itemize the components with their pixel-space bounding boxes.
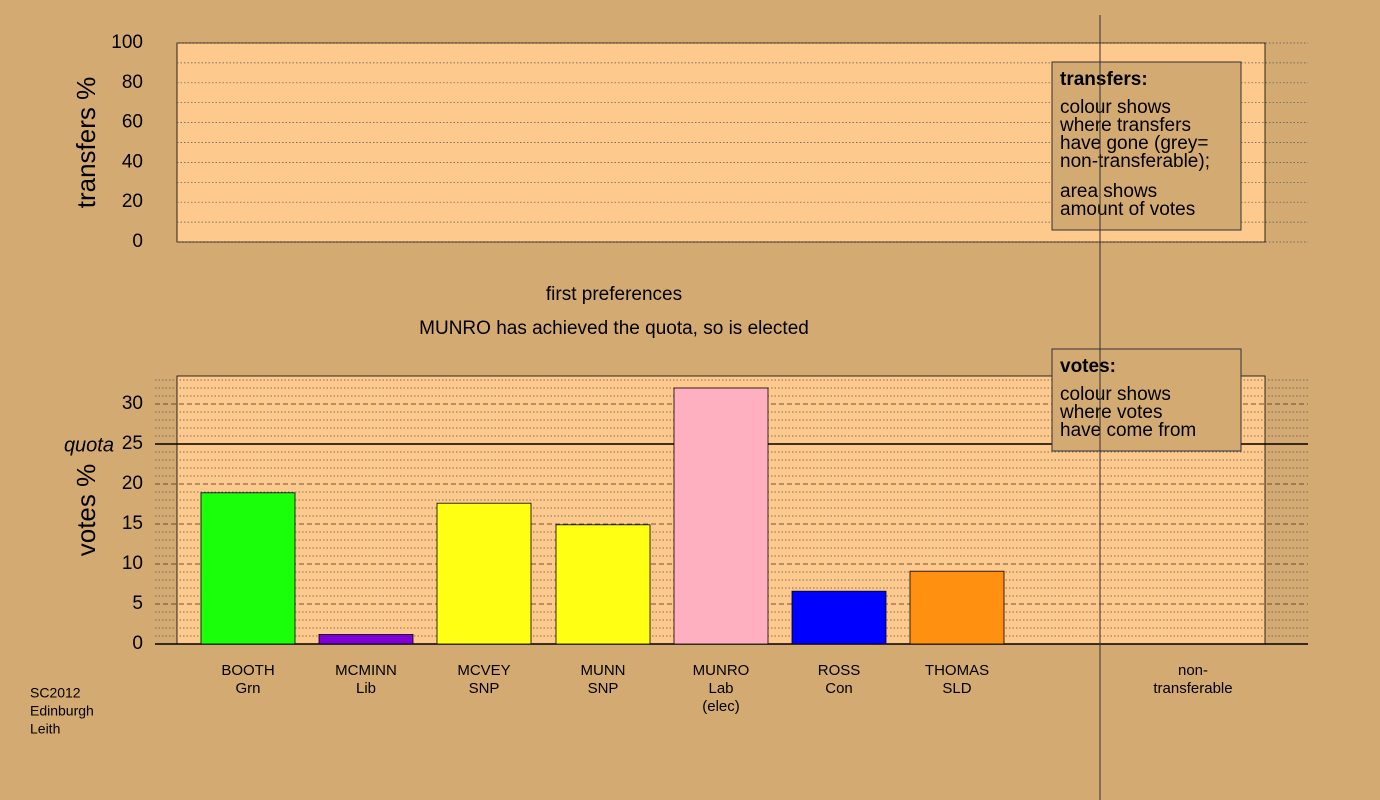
footer-text: Leith (30, 721, 60, 737)
x-tick-label: Lab (708, 680, 733, 697)
legend-text: area shows (1060, 181, 1157, 202)
x-tick-label: transferable (1153, 680, 1232, 697)
footer-text: Edinburgh (30, 703, 94, 719)
x-tick-label: ROSS (818, 662, 861, 679)
legend-text: amount of votes (1060, 199, 1195, 220)
x-tick-label: MCMINN (335, 662, 397, 679)
bar (436, 502, 532, 645)
legend-heading: transfers: (1060, 69, 1148, 90)
legend-text: have gone (grey= (1060, 133, 1208, 154)
quota-label: quota (64, 434, 114, 456)
legend-text: where votes (1059, 402, 1162, 423)
bar (909, 570, 1005, 645)
bar (318, 634, 414, 645)
x-tick-label: non- (1178, 662, 1208, 679)
x-tick-label: MUNN (581, 662, 626, 679)
y-tick-label: 100 (111, 32, 143, 53)
legend-text: non-transferable); (1060, 151, 1210, 172)
legend-text: where transfers (1059, 115, 1191, 136)
y-tick-label: 25 (122, 433, 143, 454)
legend-box (1051, 348, 1242, 452)
x-tick-label: Con (825, 680, 853, 697)
y-tick-label: 20 (122, 473, 143, 494)
y-tick-label: 80 (122, 72, 143, 93)
y-tick-label: 60 (122, 112, 143, 133)
y-tick-label: 15 (122, 513, 143, 534)
x-tick-label: MCVEY (457, 662, 510, 679)
footer-text: SC2012 (30, 685, 81, 701)
x-tick-label: SNP (588, 680, 619, 697)
y-axis-label: transfers % (71, 77, 101, 209)
y-tick-label: 0 (132, 231, 143, 252)
x-tick-label: MUNRO (693, 662, 750, 679)
chart-subtitle: MUNRO has achieved the quota, so is elec… (419, 318, 809, 339)
bar (200, 492, 296, 645)
bar (673, 387, 769, 645)
y-tick-label: 5 (132, 593, 143, 614)
y-tick-label: 30 (122, 393, 143, 414)
legend-text: colour shows (1060, 384, 1171, 405)
x-tick-label: BOOTH (221, 662, 274, 679)
y-tick-label: 0 (132, 633, 143, 654)
chart-title: first preferences (546, 284, 682, 305)
x-tick-label: THOMAS (925, 662, 989, 679)
bar (555, 524, 651, 645)
x-tick-label: Grn (235, 680, 260, 697)
y-tick-label: 20 (122, 191, 143, 212)
legend-box (1051, 61, 1242, 231)
legend-heading: votes: (1060, 356, 1116, 377)
x-tick-label: SNP (469, 680, 500, 697)
y-tick-label: 10 (122, 553, 143, 574)
x-tick-label: (elec) (702, 698, 740, 715)
x-tick-label: SLD (942, 680, 971, 697)
legend-text: have come from (1060, 420, 1196, 441)
y-axis-label: votes % (71, 464, 101, 557)
y-tick-label: 40 (122, 151, 143, 172)
legend-text: colour shows (1060, 97, 1171, 118)
x-tick-label: Lib (356, 680, 376, 697)
bar (791, 590, 887, 645)
